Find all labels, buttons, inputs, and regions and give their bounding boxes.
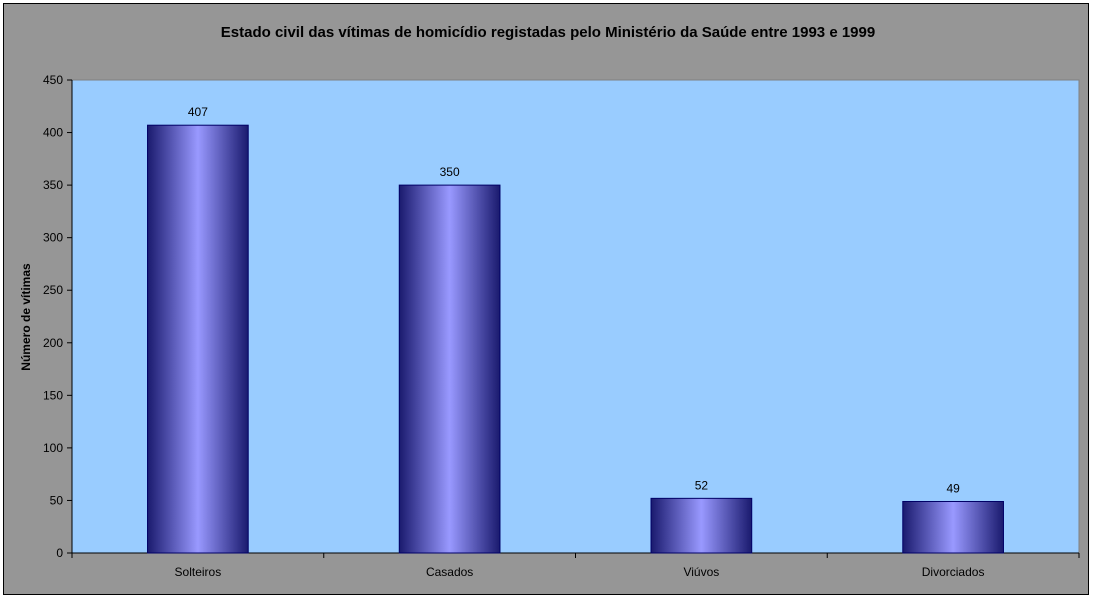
y-tick-label: 300 [43, 231, 63, 245]
y-tick-label: 350 [43, 178, 63, 192]
data-label: 52 [695, 478, 709, 492]
y-tick-label: 400 [43, 126, 63, 140]
y-axis-label: Número de vítimas [19, 263, 33, 371]
data-label: 49 [946, 481, 960, 495]
y-tick-label: 450 [43, 73, 63, 87]
bar-casados [398, 184, 501, 554]
x-tick-label: Divorciados [922, 565, 985, 579]
y-tick-label: 100 [43, 441, 63, 455]
bar-divorciados [902, 500, 1004, 554]
x-tick-label: Viúvos [683, 565, 719, 579]
y-tick-label: 0 [56, 546, 63, 560]
data-label: 350 [440, 165, 460, 179]
y-tick-label: 200 [43, 336, 63, 350]
bars: 407 350 52 49 [147, 105, 1004, 554]
y-tick-label: 150 [43, 388, 63, 402]
bar-viúvos [650, 497, 753, 554]
x-tick-label: Casados [426, 565, 473, 579]
data-label: 407 [188, 105, 208, 119]
chart-title: Estado civil das vítimas de homicídio re… [221, 24, 875, 41]
bar-solteiros [147, 124, 249, 554]
y-tick-label: 50 [50, 493, 64, 507]
y-tick-label: 250 [43, 283, 63, 297]
x-tick-label: Solteiros [175, 565, 222, 579]
x-axis: Solteiros Casados Viúvos Divorciados [71, 552, 1080, 579]
bar-chart: Estado civil das vítimas de homicídio re… [19, 24, 1080, 579]
y-axis: 0 50 100 150 200 250 300 350 400 450 [43, 73, 73, 560]
chart-area: Estado civil das vítimas de homicídio re… [3, 3, 1089, 595]
